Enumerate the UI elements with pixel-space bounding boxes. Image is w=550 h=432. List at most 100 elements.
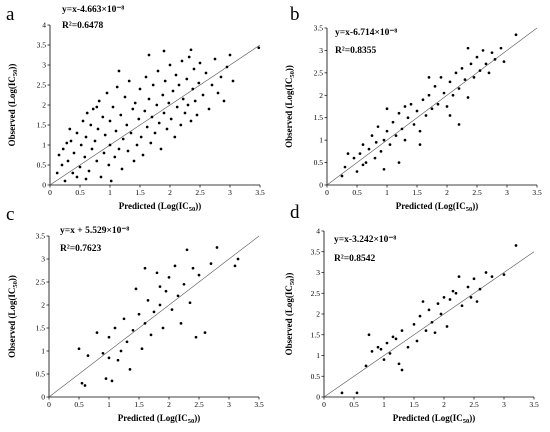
data-point — [170, 308, 174, 311]
data-point — [108, 119, 112, 123]
data-point — [189, 48, 193, 52]
data-point — [117, 69, 121, 73]
data-point — [436, 102, 440, 106]
data-point — [175, 105, 179, 109]
data-point — [427, 93, 431, 97]
data-point — [197, 81, 201, 85]
data-point — [370, 350, 374, 353]
data-point — [412, 123, 416, 126]
data-point — [397, 362, 401, 366]
x-tick-label: 2.5 — [194, 400, 204, 409]
data-point — [89, 123, 93, 127]
data-point — [445, 325, 449, 328]
data-point — [382, 167, 386, 171]
x-tick-label: 0 — [48, 188, 52, 197]
data-point — [57, 153, 61, 157]
y-tick-label: 1 — [316, 351, 320, 360]
data-point — [376, 345, 380, 349]
panel-a: a 0 0.5 1 1.5 2 2.5 3 3.5 0 0.5 1 1.5 2 2.5 3 3.5 4 Predic… — [6, 4, 265, 213]
data-point — [60, 163, 64, 167]
data-point — [181, 97, 185, 101]
data-point — [75, 131, 79, 135]
data-point — [454, 291, 458, 295]
data-point — [111, 105, 115, 109]
data-point — [133, 101, 137, 105]
data-point — [448, 80, 452, 84]
data-point — [103, 133, 107, 137]
data-point — [388, 143, 392, 146]
data-point — [442, 296, 446, 299]
data-point — [122, 317, 126, 321]
x-axis-title: Predicted (Log(IC50)) — [119, 201, 202, 213]
data-point — [185, 77, 189, 81]
data-point — [101, 351, 105, 355]
data-point — [478, 287, 482, 291]
data-point — [203, 331, 207, 334]
data-point — [418, 143, 422, 146]
data-point — [367, 147, 371, 151]
data-point — [191, 266, 195, 270]
data-point — [169, 117, 173, 121]
data-point — [152, 310, 156, 314]
data-point — [87, 169, 91, 173]
data-point — [415, 109, 419, 113]
data-point — [388, 352, 392, 355]
data-point — [481, 49, 485, 52]
data-point — [147, 53, 151, 57]
panel-c: c 0 0.5 1 1.5 2 2.5 3 3.5 0 0.5 1 1.5 2 2.5 3 3.5 Predict… — [6, 204, 264, 425]
data-point — [140, 347, 144, 351]
data-point — [116, 358, 120, 362]
x-tick-label: 2.5 — [472, 188, 482, 197]
data-point — [195, 113, 199, 117]
x-tick-label: 1 — [107, 400, 111, 409]
data-point — [215, 246, 219, 249]
data-point — [95, 331, 99, 334]
data-point — [85, 111, 89, 115]
data-point — [355, 170, 359, 173]
equation-label: y=x-3.242×10⁻⁸ — [334, 235, 396, 245]
data-point — [400, 329, 404, 332]
data-point — [151, 83, 155, 87]
data-point — [367, 333, 371, 337]
data-point — [466, 46, 470, 50]
data-point — [484, 62, 488, 66]
data-point — [79, 143, 83, 147]
data-point — [93, 139, 97, 143]
data-point — [107, 356, 111, 360]
data-point — [436, 302, 440, 305]
y-tick-label: 0 — [316, 393, 320, 402]
y-tick-label: 1.5 — [314, 113, 324, 122]
data-point — [421, 98, 425, 102]
data-point — [95, 159, 99, 163]
data-point — [379, 150, 383, 153]
data-point — [391, 335, 395, 339]
data-point — [502, 60, 506, 63]
data-point — [225, 65, 229, 69]
y-tick-label: 2 — [316, 310, 320, 319]
data-point — [257, 46, 261, 50]
data-point — [364, 161, 368, 164]
x-tick-label: 1 — [108, 188, 112, 197]
x-tick-label: 3.5 — [255, 188, 265, 197]
panel-letter-c: c — [6, 204, 14, 225]
y-axis-title: Observed (Log(IC50)) — [284, 273, 296, 356]
y-tick-label: 4 — [42, 21, 46, 30]
y-tick-label: 1.5 — [36, 324, 46, 333]
y-tick-label: 0.5 — [311, 372, 321, 381]
data-point — [55, 171, 59, 175]
data-point — [463, 78, 467, 81]
data-point — [179, 123, 183, 127]
data-point — [352, 156, 356, 160]
y-tick-label: 2.5 — [314, 68, 324, 77]
data-point — [514, 244, 518, 247]
y-tick-label: 1 — [41, 347, 45, 356]
data-point — [171, 89, 175, 93]
data-point — [439, 75, 443, 79]
equation-label: y=x-6.714×10⁻⁸ — [335, 28, 397, 38]
data-point — [147, 97, 151, 101]
data-point — [457, 275, 461, 278]
y-axis-title: Observed (Log(IC50)) — [7, 275, 19, 358]
data-point — [119, 349, 123, 353]
data-point — [406, 345, 410, 349]
data-point — [391, 120, 395, 124]
